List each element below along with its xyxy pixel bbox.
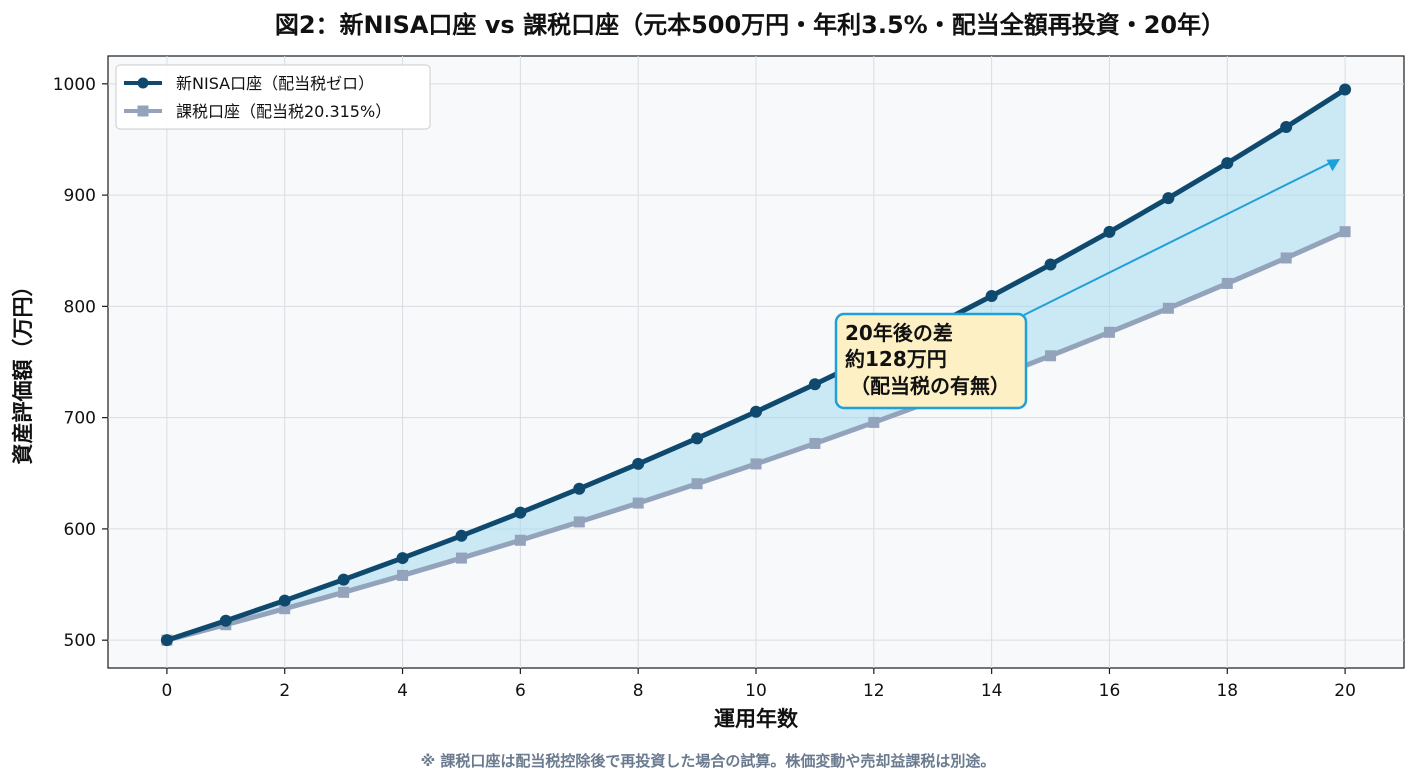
legend-label-nisa: 新NISA口座（配当税ゼロ） (176, 74, 374, 93)
legend: 新NISA口座（配当税ゼロ） 課税口座（配当税20.315%） (115, 64, 431, 130)
x-tick-label: 14 (981, 681, 1003, 701)
data-point-nisa (1221, 157, 1234, 170)
data-point-taxable (868, 416, 880, 428)
x-tick-label: 18 (1216, 681, 1238, 701)
data-point-nisa (1044, 258, 1057, 271)
data-point-taxable (338, 586, 350, 598)
data-point-nisa (985, 290, 998, 303)
data-point-taxable (1280, 252, 1292, 264)
data-point-taxable (632, 497, 644, 509)
axis-ticks: 0 2 4 6 8 10 12 14 16 18 20 500 600 700 800 900 1000 (53, 75, 1356, 701)
data-point-taxable (1339, 226, 1351, 238)
data-point-nisa (750, 405, 762, 418)
legend-box (115, 64, 431, 130)
chart-title: 図2：新NISA口座 vs 課税口座（元本500万円・年利3.5%・配当全額再投… (275, 11, 1225, 39)
x-tick-label: 20 (1334, 681, 1356, 701)
data-point-taxable (279, 603, 291, 615)
data-point-nisa (1339, 83, 1352, 96)
data-point-nisa (573, 482, 586, 495)
data-point-nisa (396, 552, 409, 565)
data-point-taxable (1103, 326, 1115, 338)
y-tick-label: 700 (64, 409, 96, 429)
y-tick-label: 800 (64, 297, 96, 317)
y-tick-label: 1000 (53, 75, 96, 95)
data-point-taxable (750, 458, 762, 470)
data-point-nisa (337, 573, 350, 586)
annotation-arrowhead (1326, 159, 1340, 172)
data-point-taxable (1162, 302, 1174, 314)
data-point-nisa (514, 506, 527, 519)
data-point-nisa (278, 594, 291, 607)
data-point-nisa (808, 378, 821, 391)
data-point-nisa (691, 432, 704, 445)
legend-marker-taxable (137, 105, 149, 117)
x-tick-label: 0 (161, 681, 172, 701)
data-point-taxable (1045, 350, 1057, 362)
y-tick-label: 900 (64, 186, 96, 206)
annotation-line-1: 20年後の差 (845, 321, 953, 345)
y-tick-label: 500 (64, 631, 96, 651)
data-point-nisa (160, 634, 173, 647)
data-point-nisa (1162, 192, 1175, 205)
data-point-nisa (455, 529, 468, 542)
data-point-taxable (514, 534, 526, 546)
annotation: 20年後の差 約128万円 （配当税の有無） (834, 312, 1028, 410)
y-tick-label: 600 (64, 520, 96, 540)
annotation-line-3: （配当税の有無） (850, 374, 1010, 398)
annotation-arrow (1023, 162, 1331, 316)
x-tick-label: 16 (1099, 681, 1121, 701)
data-point-nisa (1103, 225, 1116, 238)
data-point-taxable (397, 569, 409, 581)
series-layer (160, 83, 1352, 647)
data-point-taxable (1221, 277, 1233, 289)
data-point-taxable (455, 552, 467, 564)
footnote: ※ 課税口座は配当税控除後で再投資した場合の試算。株価変動や売却益課税は別途。 (421, 752, 996, 770)
x-tick-label: 2 (279, 681, 290, 701)
x-tick-label: 12 (863, 681, 885, 701)
annotation-box (834, 312, 1028, 410)
data-point-taxable (691, 478, 703, 490)
y-axis-label: 資産評価額（万円） (11, 276, 35, 465)
x-tick-label: 6 (515, 681, 526, 701)
x-tick-label: 4 (397, 681, 408, 701)
data-point-taxable (809, 437, 821, 449)
x-tick-label: 8 (633, 681, 644, 701)
data-point-nisa (219, 614, 232, 627)
annotation-line-2: 約128万円 (845, 347, 947, 371)
data-point-taxable (573, 516, 585, 528)
data-point-nisa (1280, 120, 1293, 133)
legend-label-taxable: 課税口座（配当税20.315%） (176, 102, 391, 121)
legend-marker-nisa (137, 77, 149, 89)
x-tick-label: 10 (745, 681, 767, 701)
x-axis-label: 運用年数 (714, 707, 799, 731)
data-point-nisa (632, 457, 645, 470)
